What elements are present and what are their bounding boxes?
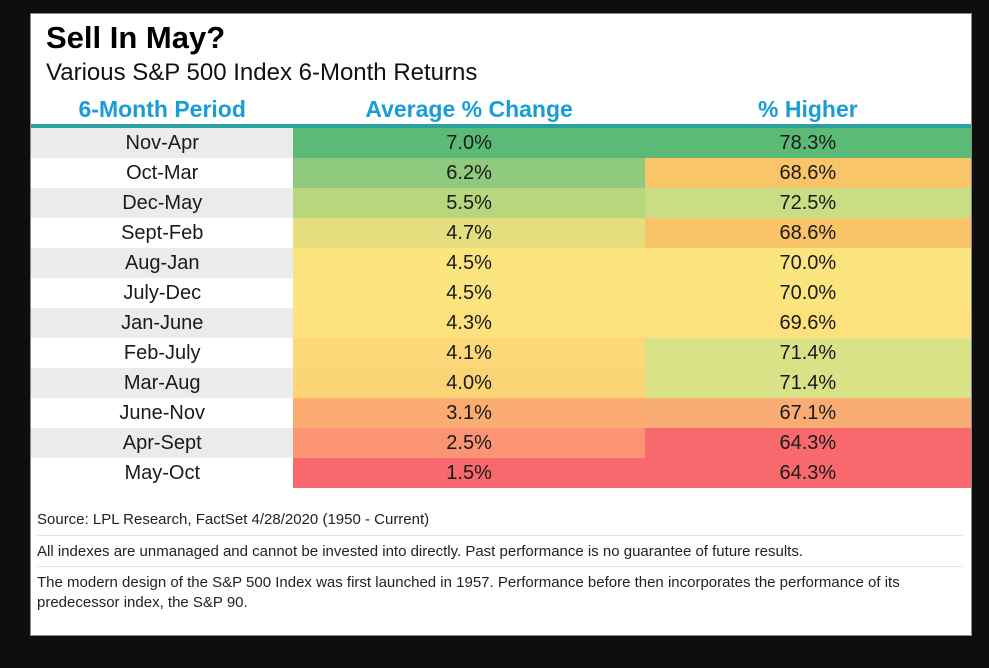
table-row: Nov-Apr 7.0% 78.3% (31, 128, 971, 159)
column-header-percent-higher: % Higher (758, 95, 858, 122)
footnotes-section: Source: LPL Research, FactSet 4/28/2020 … (31, 504, 971, 617)
source-note: Source: LPL Research, FactSet 4/28/2020 … (37, 504, 963, 536)
table-row: Dec-May 5.5% 72.5% (31, 188, 971, 219)
header-underline (31, 124, 971, 129)
table-row: Mar-Aug 4.0% 71.4% (31, 368, 971, 399)
average-change-cell: 7.0% (293, 128, 645, 159)
average-change-cell: 4.0% (293, 368, 645, 399)
column-header-period: 6-Month Period (78, 95, 246, 122)
index-history-note: The modern design of the S&P 500 Index w… (37, 574, 900, 611)
period-cell: May-Oct (31, 458, 294, 489)
percent-higher-cell: 64.3% (644, 428, 971, 459)
percent-higher-cell: 70.0% (644, 278, 971, 309)
average-change-cell: 4.7% (293, 218, 645, 249)
percent-higher-cell: 69.6% (644, 308, 971, 339)
table-row: Feb-July 4.1% 71.4% (31, 338, 971, 369)
average-change-cell: 5.5% (293, 188, 645, 219)
percent-higher-cell: 68.6% (644, 158, 971, 189)
table-header-row: 6-Month Period Average % Change % Higher (31, 94, 971, 124)
period-cell: Aug-Jan (31, 248, 294, 279)
average-change-cell: 2.5% (293, 428, 645, 459)
average-change-cell: 3.1% (293, 398, 645, 429)
column-header-average-change: Average % Change (365, 95, 573, 122)
table-row: Jan-June 4.3% 69.6% (31, 308, 971, 339)
average-change-cell: 4.5% (293, 248, 645, 279)
percent-higher-cell: 67.1% (644, 398, 971, 429)
period-cell: Oct-Mar (31, 158, 294, 189)
period-cell: Dec-May (31, 188, 294, 219)
period-cell: June-Nov (31, 398, 294, 429)
period-cell: July-Dec (31, 278, 294, 309)
disclaimer-note: All indexes are unmanaged and cannot be … (37, 536, 963, 568)
percent-higher-cell: 78.3% (644, 128, 971, 159)
average-change-cell: 4.1% (293, 338, 645, 369)
table-row: June-Nov 3.1% 67.1% (31, 398, 971, 429)
average-change-cell: 4.5% (293, 278, 645, 309)
table-row: Oct-Mar 6.2% 68.6% (31, 158, 971, 189)
percent-higher-cell: 71.4% (644, 368, 971, 399)
period-cell: Nov-Apr (31, 128, 294, 159)
table-row: July-Dec 4.5% 70.0% (31, 278, 971, 309)
period-cell: Sept-Feb (31, 218, 294, 249)
percent-higher-cell: 68.6% (644, 218, 971, 249)
table-row: Apr-Sept 2.5% 64.3% (31, 428, 971, 459)
percent-higher-cell: 64.3% (644, 458, 971, 489)
average-change-cell: 4.3% (293, 308, 645, 339)
percent-higher-cell: 72.5% (644, 188, 971, 219)
table-body: Nov-Apr 7.0% 78.3% Oct-Mar 6.2% 68.6% Dec-May 5… (31, 128, 971, 489)
page-subtitle: Various S&P 500 Index 6-Month Returns (46, 58, 478, 86)
percent-higher-cell: 71.4% (644, 338, 971, 369)
average-change-cell: 1.5% (293, 458, 645, 489)
page-title: Sell In May? (46, 20, 226, 55)
table-row: Sept-Feb 4.7% 68.6% (31, 218, 971, 249)
period-cell: Mar-Aug (31, 368, 294, 399)
period-cell: Feb-July (31, 338, 294, 369)
table-row: Aug-Jan 4.5% 70.0% (31, 248, 971, 279)
percent-higher-cell: 70.0% (644, 248, 971, 279)
average-change-cell: 6.2% (293, 158, 645, 189)
period-cell: Apr-Sept (31, 428, 294, 459)
chart-page: Sell In May? Various S&P 500 Index 6-Mon… (30, 13, 972, 636)
period-cell: Jan-June (31, 308, 294, 339)
table-row: May-Oct 1.5% 64.3% (31, 458, 971, 489)
